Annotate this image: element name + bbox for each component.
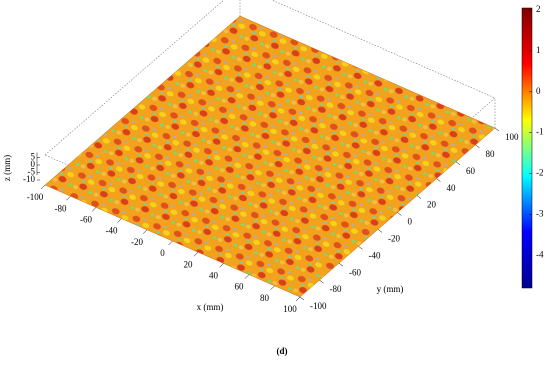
- x-tick-label: 80: [260, 293, 270, 303]
- colorbar: [521, 7, 533, 289]
- y-tick: [416, 195, 422, 199]
- y-tick: [358, 246, 363, 250]
- x-tick: [91, 207, 97, 212]
- x-tick-label: 100: [283, 304, 297, 314]
- x-tick: [66, 196, 71, 201]
- y-tick: [455, 161, 461, 166]
- colorbar-tick-label: 2: [536, 4, 541, 14]
- x-tick: [270, 285, 275, 290]
- x-tick: [40, 184, 46, 190]
- y-tick: [338, 263, 344, 267]
- x-tick: [142, 229, 148, 234]
- y-tick: [397, 212, 402, 216]
- y-tick-label: 80: [486, 149, 496, 159]
- y-axis-label: y (mm): [377, 284, 404, 294]
- x-tick-label: 0: [160, 248, 165, 258]
- y-tick: [319, 279, 324, 284]
- y-tick: [494, 127, 500, 132]
- x-tick-label: 40: [209, 270, 219, 280]
- x-tick: [193, 252, 199, 257]
- y-tick: [377, 229, 383, 233]
- y-tick-label: 0: [408, 217, 413, 227]
- y-tick-label: -100: [310, 301, 327, 311]
- x-tick-label: -60: [80, 214, 92, 224]
- y-tick: [475, 144, 480, 149]
- x-tick: [117, 218, 122, 223]
- y-tick-label: 40: [447, 183, 457, 193]
- z-tick-label: 5: [31, 152, 36, 162]
- colorbar-tick-label: -2: [536, 168, 544, 178]
- z-tick-label: -5: [28, 167, 36, 177]
- z-tick-label: 0: [31, 159, 36, 169]
- caption: (d): [277, 346, 288, 356]
- x-tick-label: -20: [131, 237, 143, 247]
- y-tick: [299, 296, 305, 301]
- y-tick-label: -60: [349, 267, 361, 277]
- x-tick: [168, 240, 173, 246]
- y-tick-label: -40: [369, 250, 381, 260]
- x-tick-label: 20: [184, 259, 194, 269]
- x-tick-label: -40: [106, 226, 118, 236]
- x-tick-label: -80: [55, 203, 67, 213]
- y-tick-label: 100: [505, 132, 519, 142]
- y-tick-label: -80: [330, 284, 342, 294]
- colorbar-tick-label: -3: [536, 208, 544, 218]
- y-tick-label: 20: [427, 200, 437, 210]
- y-tick: [436, 178, 441, 182]
- x-tick-label: -100: [27, 192, 44, 202]
- colorbar-tick-label: 0: [536, 86, 541, 96]
- y-tick-label: 60: [466, 166, 476, 176]
- bounding-box: [44, 0, 496, 268]
- x-tick: [244, 274, 250, 279]
- colorbar-tick-label: -1: [536, 127, 544, 137]
- surface: [44, 15, 496, 298]
- colorbar-tick-label: 1: [536, 45, 541, 55]
- z-tick-label: -10: [23, 174, 35, 184]
- x-tick-label: 60: [235, 282, 245, 292]
- x-axis-label: x (mm): [197, 302, 224, 312]
- colorbar-tick-label: -4: [536, 249, 544, 259]
- x-tick: [295, 296, 301, 302]
- x-tick: [219, 263, 224, 268]
- y-tick-label: -20: [388, 233, 400, 243]
- z-axis-label: z (mm): [2, 155, 12, 181]
